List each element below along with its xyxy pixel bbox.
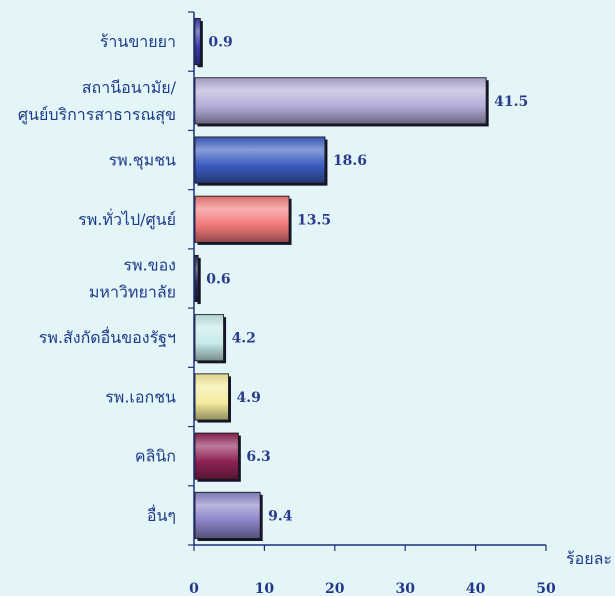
- value-label: 13.5: [297, 212, 331, 228]
- category-label: อื่นๆ: [147, 504, 176, 525]
- bar: [195, 433, 238, 479]
- bar: [195, 374, 228, 420]
- category-label-line: รพ.เอกชน: [105, 387, 176, 406]
- category-label-line: สถานีอนามัย/: [82, 78, 177, 97]
- category-label-line: มหาวิทยาลัย: [89, 283, 176, 302]
- x-tick-label: 10: [255, 581, 275, 596]
- value-label: 0.9: [208, 35, 232, 51]
- category-label-line: ศูนย์บริการสาธารณสุข: [18, 105, 176, 125]
- x-axis-label: ร้อยละ: [566, 549, 612, 568]
- bar: [195, 492, 260, 538]
- value-label: 41.5: [494, 94, 528, 110]
- value-label: 4.9: [236, 390, 260, 406]
- value-label: 4.2: [232, 331, 256, 347]
- bars-group: [195, 19, 489, 541]
- x-tick-label: 40: [466, 581, 486, 596]
- value-label: 9.4: [268, 508, 293, 524]
- x-tick-label: 50: [536, 581, 556, 596]
- x-tick-label: 20: [325, 581, 345, 596]
- value-label: 6.3: [246, 449, 270, 465]
- category-label: ร้านขายยา: [100, 32, 176, 51]
- bar: [195, 19, 200, 65]
- category-label: รพ.ทั่วไป/ศูนย์: [78, 208, 176, 230]
- bar: [195, 196, 289, 242]
- y-ticks-group: [188, 12, 194, 545]
- x-tick-label: 0: [189, 581, 199, 596]
- category-label-line: รพ.ของ: [123, 256, 176, 275]
- category-label: คลินิก: [135, 447, 176, 466]
- value-label: 0.6: [206, 272, 230, 288]
- bar: [195, 78, 486, 124]
- category-label: รพ.ของมหาวิทยาลัย: [89, 256, 176, 302]
- bar: [195, 255, 198, 301]
- value-label: 18.6: [333, 153, 367, 169]
- category-label-line: คลินิก: [135, 447, 176, 466]
- category-label: สถานีอนามัย/ศูนย์บริการสาธารณสุข: [18, 78, 177, 125]
- category-label: รพ.สังกัดอื่นของรัฐฯ: [39, 326, 176, 347]
- x-ticks-group: 0 10 20 30 40 50: [189, 545, 556, 596]
- category-label-line: อื่นๆ: [147, 504, 176, 525]
- category-label: รพ.ชุมชน: [109, 151, 176, 171]
- bar: [195, 137, 325, 183]
- category-label-line: รพ.สังกัดอื่นของรัฐฯ: [39, 326, 176, 347]
- category-label: รพ.เอกชน: [105, 387, 176, 406]
- bar: [195, 315, 224, 361]
- category-label-line: รพ.ชุมชน: [109, 151, 176, 171]
- x-tick-label: 30: [395, 581, 415, 596]
- category-label-line: ร้านขายยา: [100, 32, 176, 51]
- category-labels-group: ร้านขายยาสถานีอนามัย/ศูนย์บริการสาธารณสุ…: [18, 32, 177, 525]
- category-label-line: รพ.ทั่วไป/ศูนย์: [78, 208, 176, 230]
